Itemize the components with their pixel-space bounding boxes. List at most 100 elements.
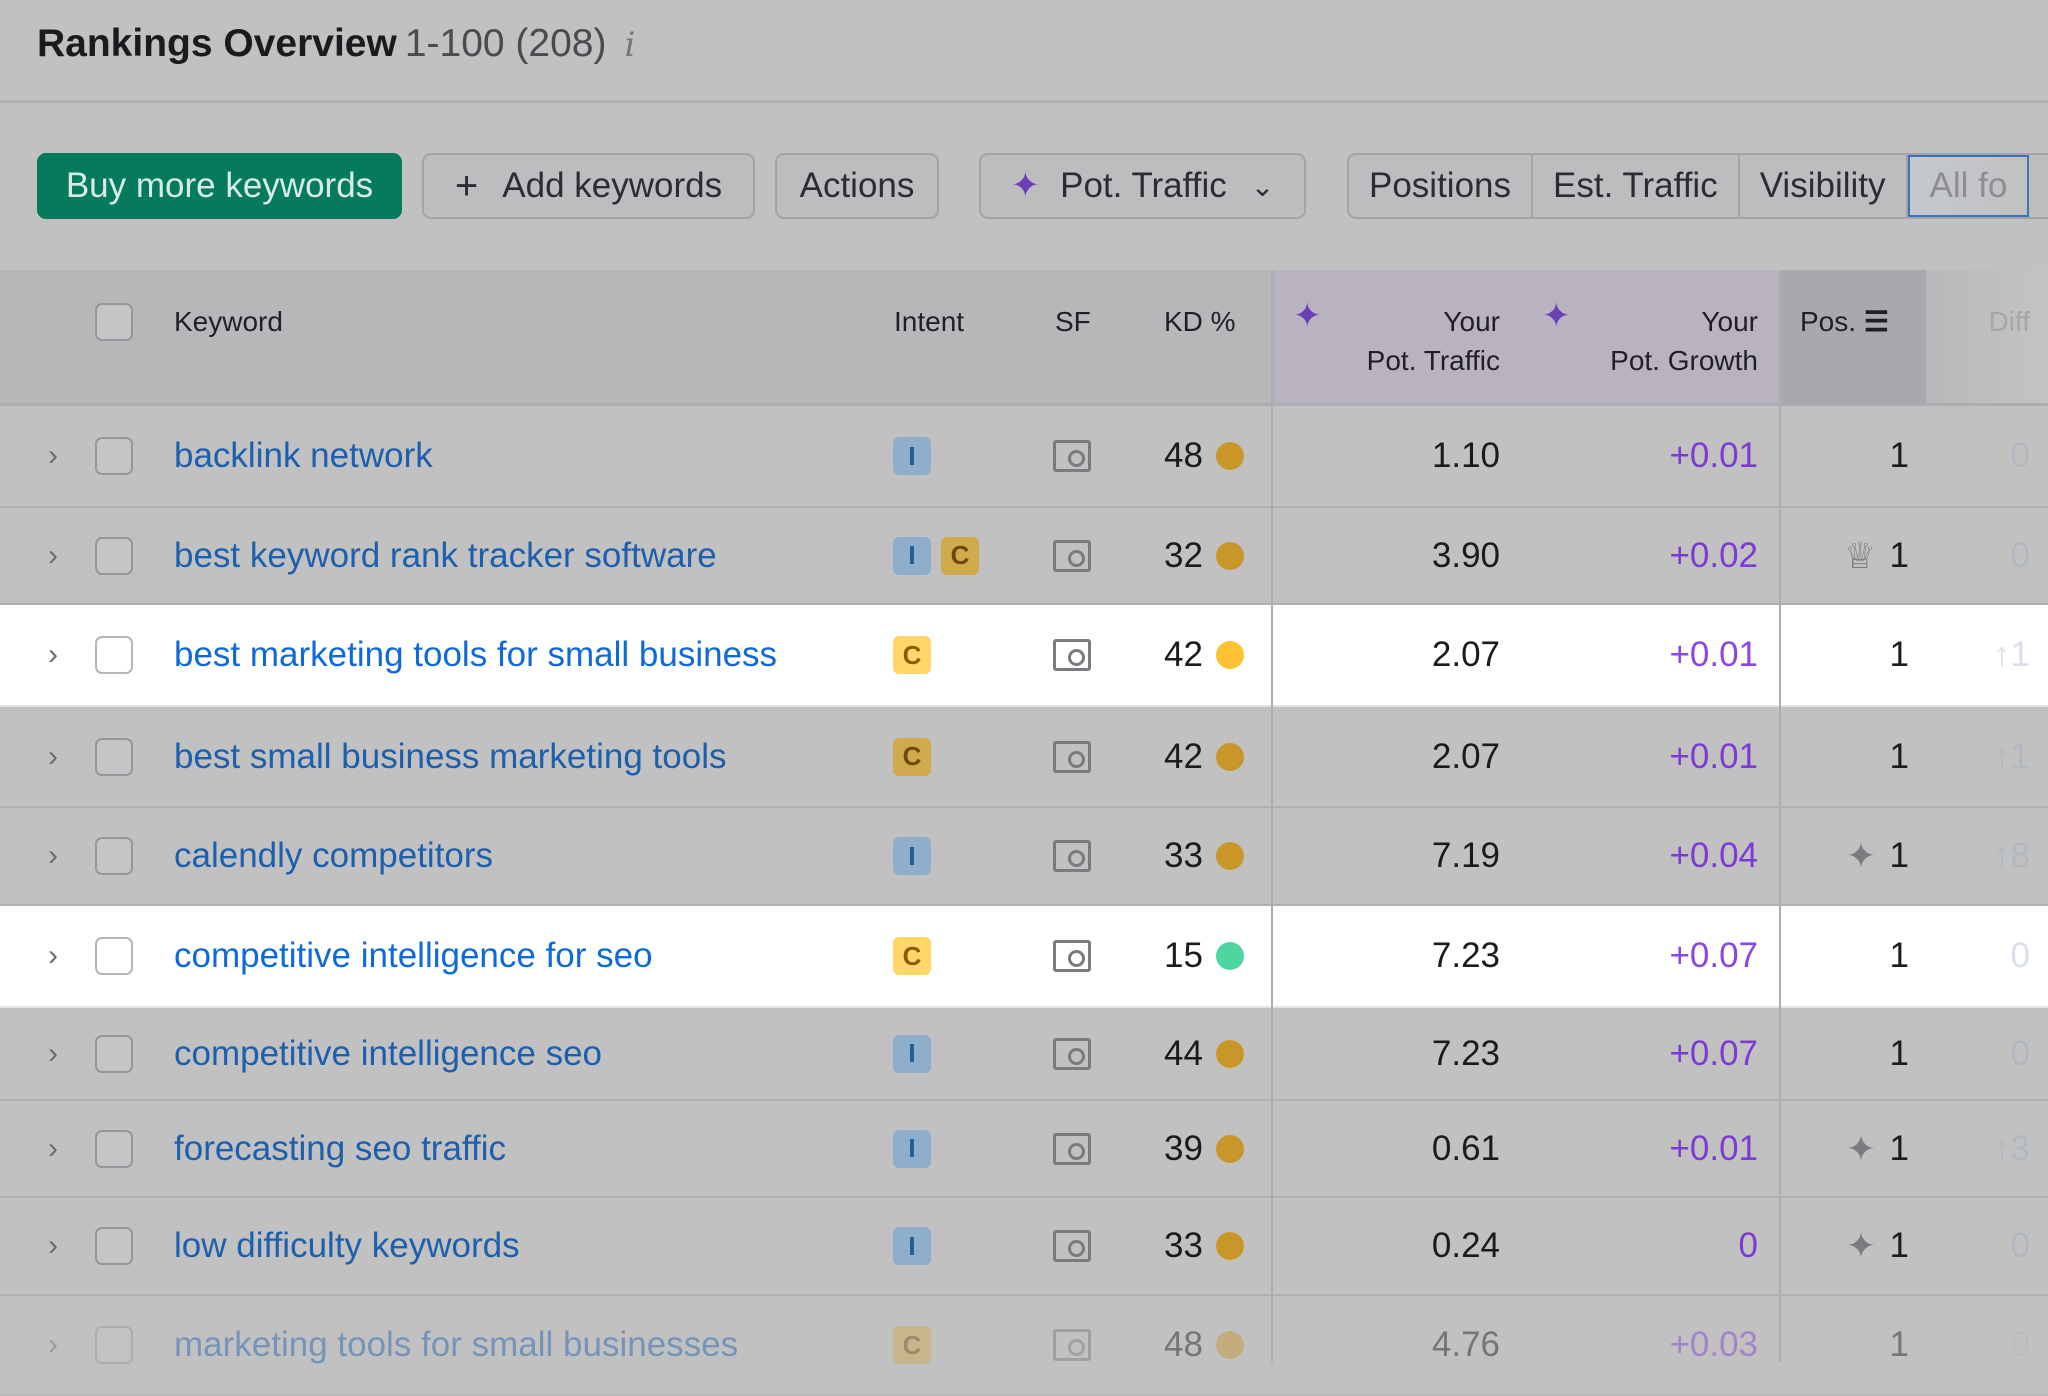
pot-traffic-value: 4.76 <box>1431 1325 1500 1364</box>
keyword-link[interactable]: best small business marketing tools <box>174 736 727 776</box>
expand-chevron-icon[interactable]: › <box>48 638 58 671</box>
col-pot-growth-line1: Your <box>1701 306 1758 337</box>
serp-features-icon[interactable] <box>1053 1037 1091 1070</box>
kd-value: 42 <box>1164 736 1203 776</box>
serp-features-icon[interactable] <box>1053 740 1091 773</box>
position-value: 1 <box>1889 1325 1909 1364</box>
table-row[interactable]: › best marketing tools for small busines… <box>0 605 2048 707</box>
serp-features-icon[interactable] <box>1053 639 1091 671</box>
pot-traffic-value: 0.24 <box>1431 1226 1500 1265</box>
serp-features-icon[interactable] <box>1053 1329 1091 1361</box>
kd-dot <box>1216 1331 1244 1359</box>
kd-value: 32 <box>1164 535 1203 575</box>
table-row[interactable]: › calendly competitors I 33 7.19 +0.04 ✦… <box>0 808 2048 906</box>
expand-chevron-icon[interactable]: › <box>48 538 58 572</box>
serp-features-icon[interactable] <box>1053 440 1091 472</box>
col-intent[interactable]: Intent <box>894 306 965 337</box>
info-icon[interactable]: i <box>624 25 636 65</box>
sparkle-icon: ✦ <box>1010 166 1041 205</box>
tab-all[interactable]: All fo <box>1907 155 2030 217</box>
row-checkbox[interactable] <box>95 437 133 475</box>
tab-visibility[interactable]: Visibility <box>1740 155 1908 217</box>
pot-traffic-value: 2.07 <box>1431 635 1500 674</box>
pot-traffic-value: 0.61 <box>1431 1128 1500 1168</box>
table-row[interactable]: › low difficulty keywords I 33 0.24 0 ✦ … <box>0 1198 2048 1296</box>
col-diff[interactable]: Diff <box>1988 306 2031 337</box>
kd-value: 42 <box>1164 635 1203 674</box>
table-row[interactable]: › marketing tools for small businesses C… <box>0 1296 2048 1396</box>
table-row[interactable]: › forecasting seo traffic I 39 0.61 +0.0… <box>0 1101 2048 1198</box>
serp-features-icon[interactable] <box>1053 1132 1091 1165</box>
serp-features-icon[interactable] <box>1053 1230 1091 1262</box>
table-row[interactable]: › best small business marketing tools C … <box>0 707 2048 808</box>
col-keyword[interactable]: Keyword <box>174 306 283 337</box>
keyword-link[interactable]: competitive intelligence for seo <box>174 936 653 975</box>
col-sf[interactable]: SF <box>1055 306 1091 337</box>
col-pos-label: Pos. <box>1800 306 1857 337</box>
keyword-link[interactable]: low difficulty keywords <box>174 1226 520 1265</box>
col-pot-growth[interactable]: Your Pot. Growth <box>1610 302 1758 380</box>
keyword-link[interactable]: marketing tools for small businesses <box>174 1325 739 1364</box>
diff-value: ↑1 <box>1993 635 2030 674</box>
table-row[interactable]: › competitive intelligence for seo C 15 … <box>0 906 2048 1008</box>
row-checkbox[interactable] <box>95 837 133 875</box>
metric-dropdown[interactable]: ✦ Pot. Traffic ⌄ <box>979 153 1306 219</box>
keyword-link[interactable]: competitive intelligence seo <box>174 1033 603 1073</box>
kd-dot <box>1216 541 1244 570</box>
pot-traffic-value: 7.19 <box>1431 836 1500 875</box>
expand-chevron-icon[interactable]: › <box>48 839 58 872</box>
expand-chevron-icon[interactable]: › <box>48 939 58 972</box>
keyword-link[interactable]: best keyword rank tracker software <box>174 535 717 575</box>
kd-value: 48 <box>1164 1325 1203 1364</box>
expand-chevron-icon[interactable]: › <box>48 1036 58 1070</box>
diff-value: 0 <box>2010 1226 2030 1265</box>
add-keywords-button[interactable]: + Add keywords <box>422 153 755 219</box>
row-checkbox[interactable] <box>95 1227 133 1265</box>
select-all-checkbox[interactable] <box>95 303 133 341</box>
row-checkbox[interactable] <box>95 937 133 975</box>
pot-growth-value: +0.02 <box>1669 535 1758 575</box>
tab-positions[interactable]: Positions <box>1349 155 1534 217</box>
tab-est-traffic[interactable]: Est. Traffic <box>1533 155 1740 217</box>
keyword-link[interactable]: forecasting seo traffic <box>174 1128 507 1168</box>
keyword-link[interactable]: backlink network <box>174 436 433 475</box>
col-kd[interactable]: KD % <box>1164 306 1236 337</box>
pot-traffic-value: 1.10 <box>1431 436 1500 475</box>
serp-features-icon[interactable] <box>1053 840 1091 872</box>
row-checkbox[interactable] <box>95 1034 133 1073</box>
title-text: Rankings Overview <box>37 22 397 65</box>
keyword-link[interactable]: best marketing tools for small business <box>174 635 778 674</box>
keyword-link[interactable]: calendly competitors <box>174 836 494 875</box>
row-checkbox[interactable] <box>95 1129 133 1168</box>
row-checkbox[interactable] <box>95 636 133 674</box>
expand-chevron-icon[interactable]: › <box>48 439 58 472</box>
expand-chevron-icon[interactable]: › <box>48 1131 58 1165</box>
add-keywords-label: Add keywords <box>502 166 723 205</box>
sort-icon[interactable]: ☰ <box>1863 306 1889 337</box>
kd-value: 39 <box>1164 1128 1203 1168</box>
featured-snippet-icon: ✦ <box>1845 1127 1876 1169</box>
serp-features-icon[interactable] <box>1053 940 1091 972</box>
kd-dot <box>1216 1039 1244 1068</box>
kd-value: 44 <box>1164 1033 1203 1073</box>
serp-features-icon[interactable] <box>1053 539 1091 572</box>
table-row[interactable]: › competitive intelligence seo I 44 7.23… <box>0 1008 2048 1101</box>
divider <box>0 100 2048 103</box>
pot-growth-value: +0.01 <box>1669 1128 1758 1168</box>
row-checkbox[interactable] <box>95 737 133 776</box>
col-pot-traffic[interactable]: Your Pot. Traffic <box>1367 302 1500 380</box>
buy-more-keywords-button[interactable]: Buy more keywords <box>37 153 402 219</box>
diff-value: 0 <box>2010 936 2030 975</box>
expand-chevron-icon[interactable]: › <box>48 739 58 773</box>
expand-chevron-icon[interactable]: › <box>48 1229 58 1262</box>
sparkle-icon: ✦ <box>1293 297 1322 335</box>
col-pos[interactable]: Pos. ☰ <box>1800 302 1889 341</box>
pot-growth-value: +0.01 <box>1669 635 1758 674</box>
intent-badge: C <box>941 536 979 575</box>
expand-chevron-icon[interactable]: › <box>48 1328 58 1361</box>
table-row[interactable]: › backlink network I 48 1.10 +0.01 1 0 <box>0 406 2048 508</box>
row-checkbox[interactable] <box>95 1326 133 1364</box>
actions-button[interactable]: Actions <box>775 153 939 219</box>
row-checkbox[interactable] <box>95 536 133 575</box>
